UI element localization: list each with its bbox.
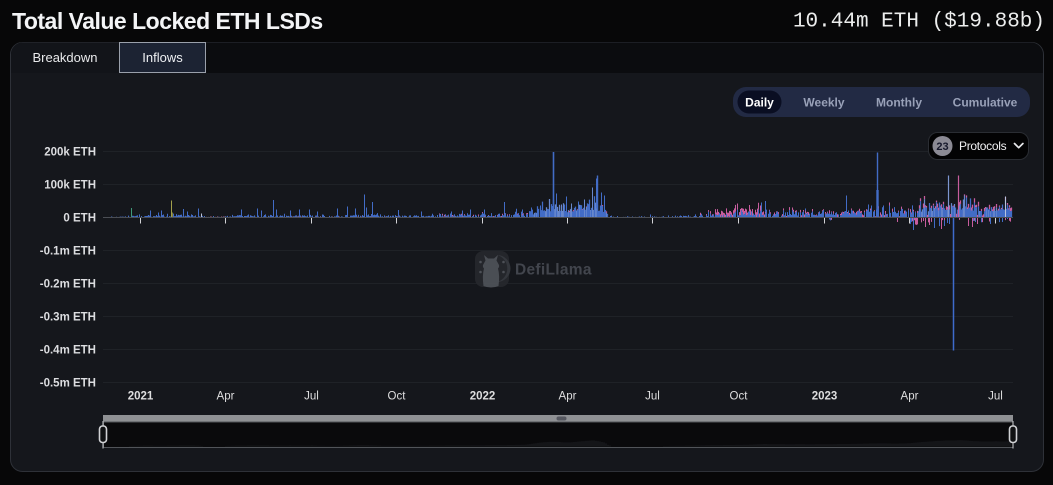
svg-text:Jul: Jul bbox=[988, 391, 1003, 403]
svg-text:Jul: Jul bbox=[304, 391, 319, 403]
svg-text:-0.4m ETH: -0.4m ETH bbox=[40, 345, 96, 357]
svg-text:Oct: Oct bbox=[730, 391, 749, 403]
svg-text:100k ETH: 100k ETH bbox=[44, 180, 96, 192]
svg-text:10.44m ETH ($19.88b): 10.44m ETH ($19.88b) bbox=[793, 11, 1045, 34]
svg-text:-0.2m ETH: -0.2m ETH bbox=[40, 279, 96, 291]
svg-text:2022: 2022 bbox=[470, 391, 496, 403]
svg-text:0 ETH: 0 ETH bbox=[63, 213, 96, 225]
svg-text:Inflows: Inflows bbox=[142, 50, 183, 65]
svg-text:Cumulative: Cumulative bbox=[953, 96, 1018, 110]
svg-text:-0.1m ETH: -0.1m ETH bbox=[40, 246, 96, 258]
svg-text:Apr: Apr bbox=[559, 391, 577, 403]
svg-text:Oct: Oct bbox=[388, 391, 407, 403]
svg-text:-0.3m ETH: -0.3m ETH bbox=[40, 312, 96, 324]
svg-text:2021: 2021 bbox=[128, 391, 154, 403]
svg-text:Total Value Locked ETH LSDs: Total Value Locked ETH LSDs bbox=[12, 8, 323, 34]
svg-text:Apr: Apr bbox=[217, 391, 235, 403]
svg-text:Daily: Daily bbox=[745, 96, 774, 110]
svg-text:Breakdown: Breakdown bbox=[32, 50, 97, 65]
svg-text:Jul: Jul bbox=[645, 391, 660, 403]
svg-text:Protocols: Protocols bbox=[959, 139, 1007, 153]
svg-text:Weekly: Weekly bbox=[803, 96, 844, 110]
svg-text:200k ETH: 200k ETH bbox=[44, 147, 96, 159]
svg-text:2023: 2023 bbox=[812, 391, 838, 403]
svg-text:-0.5m ETH: -0.5m ETH bbox=[40, 378, 96, 390]
svg-text:23: 23 bbox=[936, 141, 948, 153]
svg-text:Monthly: Monthly bbox=[876, 96, 922, 110]
svg-text:DefiLlama: DefiLlama bbox=[515, 262, 592, 279]
svg-text:Apr: Apr bbox=[901, 391, 919, 403]
